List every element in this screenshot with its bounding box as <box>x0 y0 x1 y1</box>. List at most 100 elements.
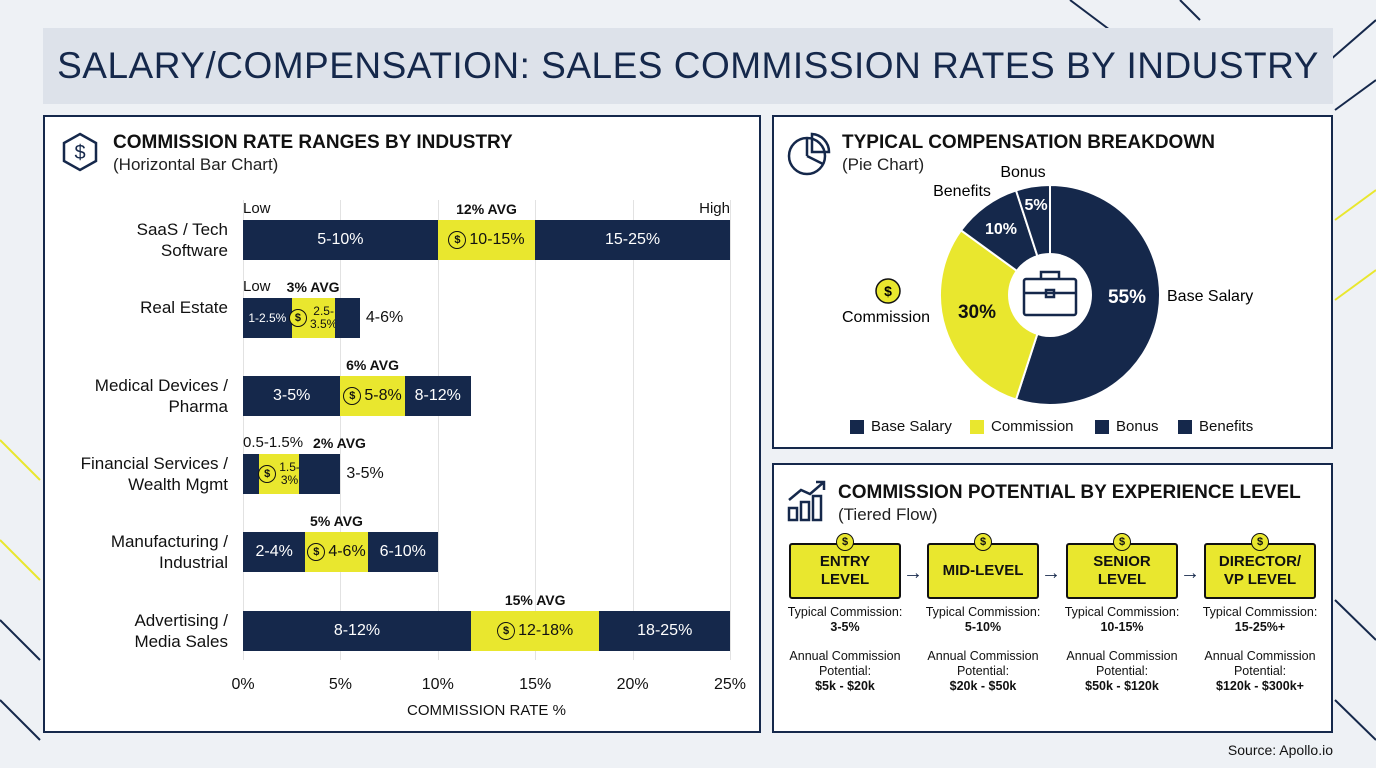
segment-label: 8-12% <box>414 387 461 404</box>
bar-segment-avg: $2.5- 3.5% <box>288 298 338 338</box>
legend-item: Bonus <box>1095 418 1159 435</box>
segment-label: 1.5- 3% <box>279 460 300 487</box>
gridline <box>437 200 439 660</box>
average-label: 15% AVG <box>504 592 566 608</box>
spacer <box>1195 635 1325 649</box>
bar-segment-low: 2-4% <box>243 532 306 572</box>
segment-label: 5-8% <box>364 387 402 404</box>
typical-label: Typical Commission: <box>787 605 903 619</box>
arrow-right-icon: → <box>1180 562 1200 584</box>
arrow-right-icon: → <box>1041 562 1061 584</box>
average-label: 6% AVG <box>346 357 399 373</box>
annual-label: Annual Commission Potential: <box>1066 649 1178 678</box>
low-label: 0.5-1.5% <box>243 434 304 451</box>
segment-label: 6-10% <box>379 543 426 560</box>
bar-segment-low: 8-12% <box>243 611 471 651</box>
segment-label: 4-6% <box>328 543 366 560</box>
dollar-coin-icon: $ <box>1113 533 1131 551</box>
legend-item: Benefits <box>1178 418 1253 435</box>
bar-segment-high: 15-25% <box>535 220 730 260</box>
typical-label: Typical Commission: <box>1064 605 1180 619</box>
page-title-bar: SALARY/COMPENSATION: SALES COMMISSION RA… <box>43 28 1333 104</box>
bar-segment-low: 3-5% <box>243 376 341 416</box>
tier-box: $ SENIOR LEVEL <box>1066 533 1178 599</box>
low-label: Low <box>243 278 271 295</box>
pie-chart-icon <box>787 132 831 176</box>
legend-swatch <box>850 419 864 434</box>
segment-label: 3-5% <box>273 387 311 404</box>
legend-label: Benefits <box>1199 418 1254 435</box>
gridline <box>632 200 634 660</box>
x-tick-label: 25% <box>713 676 747 693</box>
segment-label: 18-25% <box>637 622 693 639</box>
spacer <box>918 635 1048 649</box>
annual-value: $20k - $50k <box>949 679 1017 693</box>
outside-range-label: 4-6% <box>365 309 404 326</box>
dollar-coin-icon: $ <box>974 533 992 551</box>
growth-chart-icon <box>787 480 826 522</box>
average-label: 12% AVG <box>456 201 517 217</box>
tier-name: DIRECTOR/ VP LEVEL <box>1218 553 1302 588</box>
bar-segment-high <box>299 454 341 494</box>
svg-text:$: $ <box>884 283 892 299</box>
category-label: Manufacturing / Industrial <box>110 532 228 572</box>
slice-value-label: 55% <box>1108 287 1146 308</box>
segment-label: 2.5- 3.5% <box>309 304 338 331</box>
gridline <box>730 200 731 660</box>
average-label: 3% AVG <box>286 279 340 295</box>
bar-segment-low: 1-2.5% <box>243 298 292 338</box>
tier-info: Typical Commission: 15-25%+ Annual Commiss… <box>1195 605 1325 694</box>
bar-segment-avg: $12-18% <box>470 611 600 651</box>
bar-segment-avg: $4-6% <box>305 532 368 572</box>
pie-chart-subtitle: (Pie Chart) <box>842 155 925 174</box>
x-tick-label: 15% <box>519 676 552 693</box>
category-label: Financial Services / Wealth Mgmt <box>80 454 228 494</box>
slice-value-label: 30% <box>958 302 996 323</box>
typical-value: 3-5% <box>830 620 860 634</box>
gridline <box>535 200 537 660</box>
annual-label: Annual Commission Potential: <box>1204 649 1316 678</box>
dollar-coin-icon: $ <box>448 231 467 249</box>
tier-info: Typical Commission: 5-10% Annual Commissio… <box>918 605 1048 694</box>
slice-value-label: 5% <box>1024 197 1047 214</box>
annual-label: Annual Commission Potential: <box>789 649 901 678</box>
dollar-hexagon-icon: $ <box>62 132 98 172</box>
x-axis-label: COMMISSION RATE % <box>407 702 566 719</box>
segment-label: 10-15% <box>469 231 525 248</box>
dollar-coin-icon: $ <box>307 543 326 561</box>
typical-label: Typical Commission: <box>925 605 1041 619</box>
typical-value: 5-10% <box>964 620 1002 634</box>
low-label: Low <box>243 200 271 217</box>
slice-name-label: Bonus <box>1000 164 1045 181</box>
tier-info: Typical Commission: 3-5% Annual Commission… <box>780 605 910 694</box>
page-title: SALARY/COMPENSATION: SALES COMMISSION RA… <box>57 45 1319 86</box>
outside-range-label: 3-5% <box>346 465 384 482</box>
slice-value-label: 10% <box>985 221 1017 238</box>
pie-slice-commission <box>939 228 1052 401</box>
spacer <box>1057 635 1187 649</box>
segment-label: 8-12% <box>333 622 381 639</box>
annual-value: $5k - $20k <box>815 679 875 693</box>
bar-segment-avg: $1.5- 3% <box>258 454 300 494</box>
average-label: 2% AVG <box>313 435 366 451</box>
commission-coin-icon: $ <box>875 278 901 304</box>
bar-chart-subtitle: (Horizontal Bar Chart) <box>113 155 279 174</box>
legend-item: Base Salary <box>850 418 952 435</box>
annual-value: $120k - $300k+ <box>1216 679 1304 693</box>
pie-chart-title: TYPICAL COMPENSATION BREAKDOWN <box>842 132 1215 153</box>
dollar-coin-icon: $ <box>1251 533 1269 551</box>
bar-segment-low: 5-10% <box>243 220 438 260</box>
legend-label: Bonus <box>1116 418 1159 435</box>
legend-swatch <box>1178 419 1192 434</box>
average-label: 5% AVG <box>310 513 363 529</box>
bar-segment-high: 8-12% <box>404 376 471 416</box>
x-tick-label: 0% <box>231 676 255 693</box>
legend-label: Commission <box>991 418 1074 435</box>
tier-box: $ ENTRY LEVEL <box>789 533 901 599</box>
typical-value: 10-15% <box>1100 620 1144 634</box>
bar-segment-avg: $5-8% <box>340 376 405 416</box>
source-note: Source: Apollo.io <box>1227 742 1333 758</box>
tier-name: ENTRY LEVEL <box>819 553 871 588</box>
arrow-right-icon: → <box>903 562 923 584</box>
bar-segment-high: 18-25% <box>599 611 730 651</box>
